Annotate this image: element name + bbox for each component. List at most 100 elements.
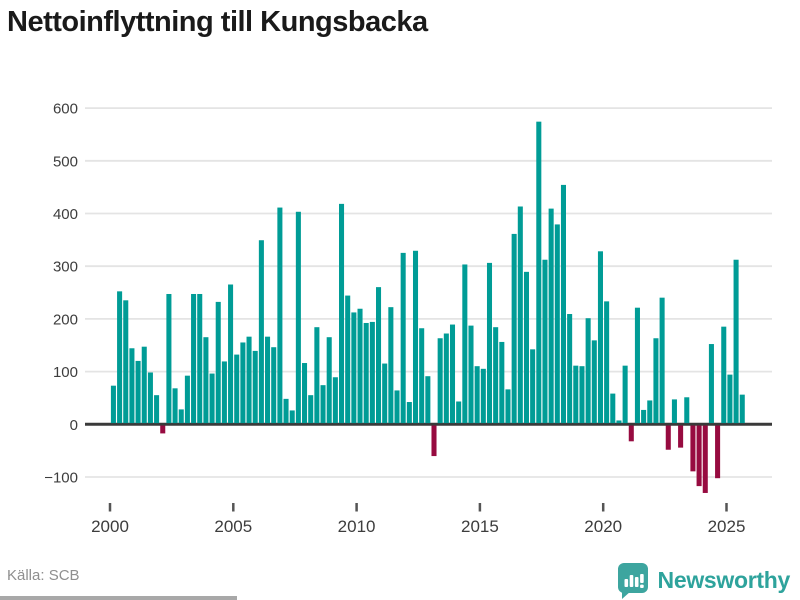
bar-quarter-21 — [240, 342, 246, 424]
y-axis-tick-label: 300 — [53, 259, 78, 276]
bar-quarter-72 — [554, 224, 560, 424]
y-axis-tick-label: −100 — [44, 470, 78, 487]
bar-quarter-39 — [351, 312, 357, 424]
bar-quarter-36 — [332, 377, 338, 424]
bar-quarter-63 — [499, 341, 505, 424]
bar-quarter-12 — [184, 375, 190, 424]
bar-quarter-22 — [246, 336, 252, 424]
bar-quarter-41 — [363, 322, 369, 424]
bar-quarter-102 — [739, 394, 745, 424]
y-axis-tick-label: 400 — [53, 206, 78, 223]
bar-quarter-54 — [443, 333, 449, 424]
bar-quarter-2 — [123, 300, 129, 424]
bar-quarter-93 — [684, 397, 690, 424]
bar-quarter-47 — [400, 252, 406, 424]
bar-quarter-60 — [480, 368, 486, 424]
bar-quarter-64 — [505, 389, 511, 424]
bar-quarter-10 — [172, 388, 178, 424]
bar-quarter-68 — [530, 349, 536, 424]
bar-quarter-29 — [289, 410, 295, 424]
y-axis-tick-label: 100 — [53, 364, 78, 381]
bar-quarter-25 — [265, 336, 271, 424]
bar-quarter-84 — [628, 425, 634, 442]
bar-quarter-32 — [308, 395, 314, 424]
bar-quarter-79 — [597, 251, 603, 424]
bar-quarter-73 — [560, 184, 566, 424]
bar-quarter-58 — [468, 325, 474, 424]
bar-quarter-3 — [129, 348, 135, 424]
bar-quarter-6 — [147, 372, 153, 424]
bar-quarter-37 — [339, 203, 345, 424]
y-axis-tick-label: 600 — [53, 101, 78, 118]
bar-quarter-15 — [203, 337, 209, 424]
bar-quarter-76 — [579, 366, 585, 424]
bar-quarter-4 — [135, 360, 141, 424]
bar-quarter-56 — [456, 401, 462, 424]
bar-quarter-17 — [215, 301, 221, 424]
bar-quarter-77 — [585, 318, 591, 424]
bar-quarter-28 — [283, 398, 289, 424]
x-axis-tick-label: 2025 — [708, 517, 746, 536]
bar-quarter-50 — [419, 328, 425, 424]
bar-quarter-45 — [388, 307, 394, 424]
bar-quarter-9 — [166, 293, 172, 424]
bar-quarter-51 — [425, 376, 431, 424]
bar-quarter-65 — [511, 233, 517, 424]
bar-quarter-81 — [610, 393, 616, 424]
bar-quarter-1 — [117, 291, 123, 424]
bar-quarter-40 — [357, 308, 363, 424]
bar-quarter-26 — [271, 347, 277, 424]
bar-quarter-83 — [622, 365, 628, 424]
bar-quarter-49 — [412, 250, 419, 424]
x-axis-tick-label: 2000 — [91, 517, 129, 536]
bar-quarter-14 — [197, 293, 203, 424]
bar-quarter-43 — [376, 287, 382, 424]
bar-quarter-33 — [314, 327, 320, 424]
page-title: Nettoinflyttning till Kungsbacka — [7, 6, 428, 38]
source-note: Källa: SCB — [7, 567, 80, 584]
bar-quarter-94 — [690, 425, 696, 472]
bar-quarter-67 — [523, 271, 530, 424]
bar-quarter-44 — [382, 363, 388, 424]
bar-quarter-90 — [665, 425, 671, 450]
bar-quarter-59 — [474, 366, 480, 424]
bar-quarter-69 — [536, 121, 542, 424]
bar-quarter-11 — [178, 409, 184, 424]
bar-quarter-20 — [234, 354, 240, 424]
bar-quarter-46 — [394, 390, 400, 424]
bar-quarter-48 — [406, 402, 412, 424]
bar-quarter-5 — [141, 346, 147, 424]
bar-quarter-85 — [634, 307, 640, 424]
bar-quarter-42 — [369, 321, 375, 424]
bar-quarter-99 — [721, 326, 727, 424]
x-axis-tick-label: 2010 — [338, 517, 376, 536]
bar-quarter-30 — [295, 211, 301, 424]
bar-quarter-70 — [542, 259, 548, 424]
brand-name: Newsworthy — [657, 566, 791, 593]
bar-quarter-88 — [653, 338, 659, 424]
bar-quarter-96 — [702, 425, 708, 493]
x-axis-tick-label: 2020 — [584, 517, 622, 536]
bar-quarter-23 — [252, 350, 258, 424]
bar-quarter-55 — [449, 324, 456, 424]
y-axis-tick-label: 200 — [53, 311, 78, 328]
bar-quarter-71 — [548, 208, 554, 424]
bar-quarter-78 — [591, 340, 597, 424]
bar-quarter-61 — [486, 262, 493, 424]
bar-quarter-92 — [678, 425, 684, 448]
x-axis-tick-label: 2005 — [214, 517, 252, 536]
bar-quarter-31 — [302, 363, 308, 424]
bar-quarter-82 — [616, 420, 622, 424]
bottom-strip — [0, 596, 237, 600]
bar-quarter-89 — [659, 297, 665, 424]
x-axis-tick-label: 2015 — [461, 517, 499, 536]
bar-quarter-7 — [154, 395, 160, 424]
bar-quarter-34 — [320, 385, 326, 424]
y-axis-tick-label: 0 — [70, 417, 78, 434]
bar-quarter-87 — [647, 400, 653, 424]
bar-quarter-0 — [110, 385, 116, 424]
bar-quarter-35 — [326, 337, 332, 424]
bar-quarter-52 — [431, 425, 437, 457]
bar-quarter-75 — [573, 365, 579, 424]
